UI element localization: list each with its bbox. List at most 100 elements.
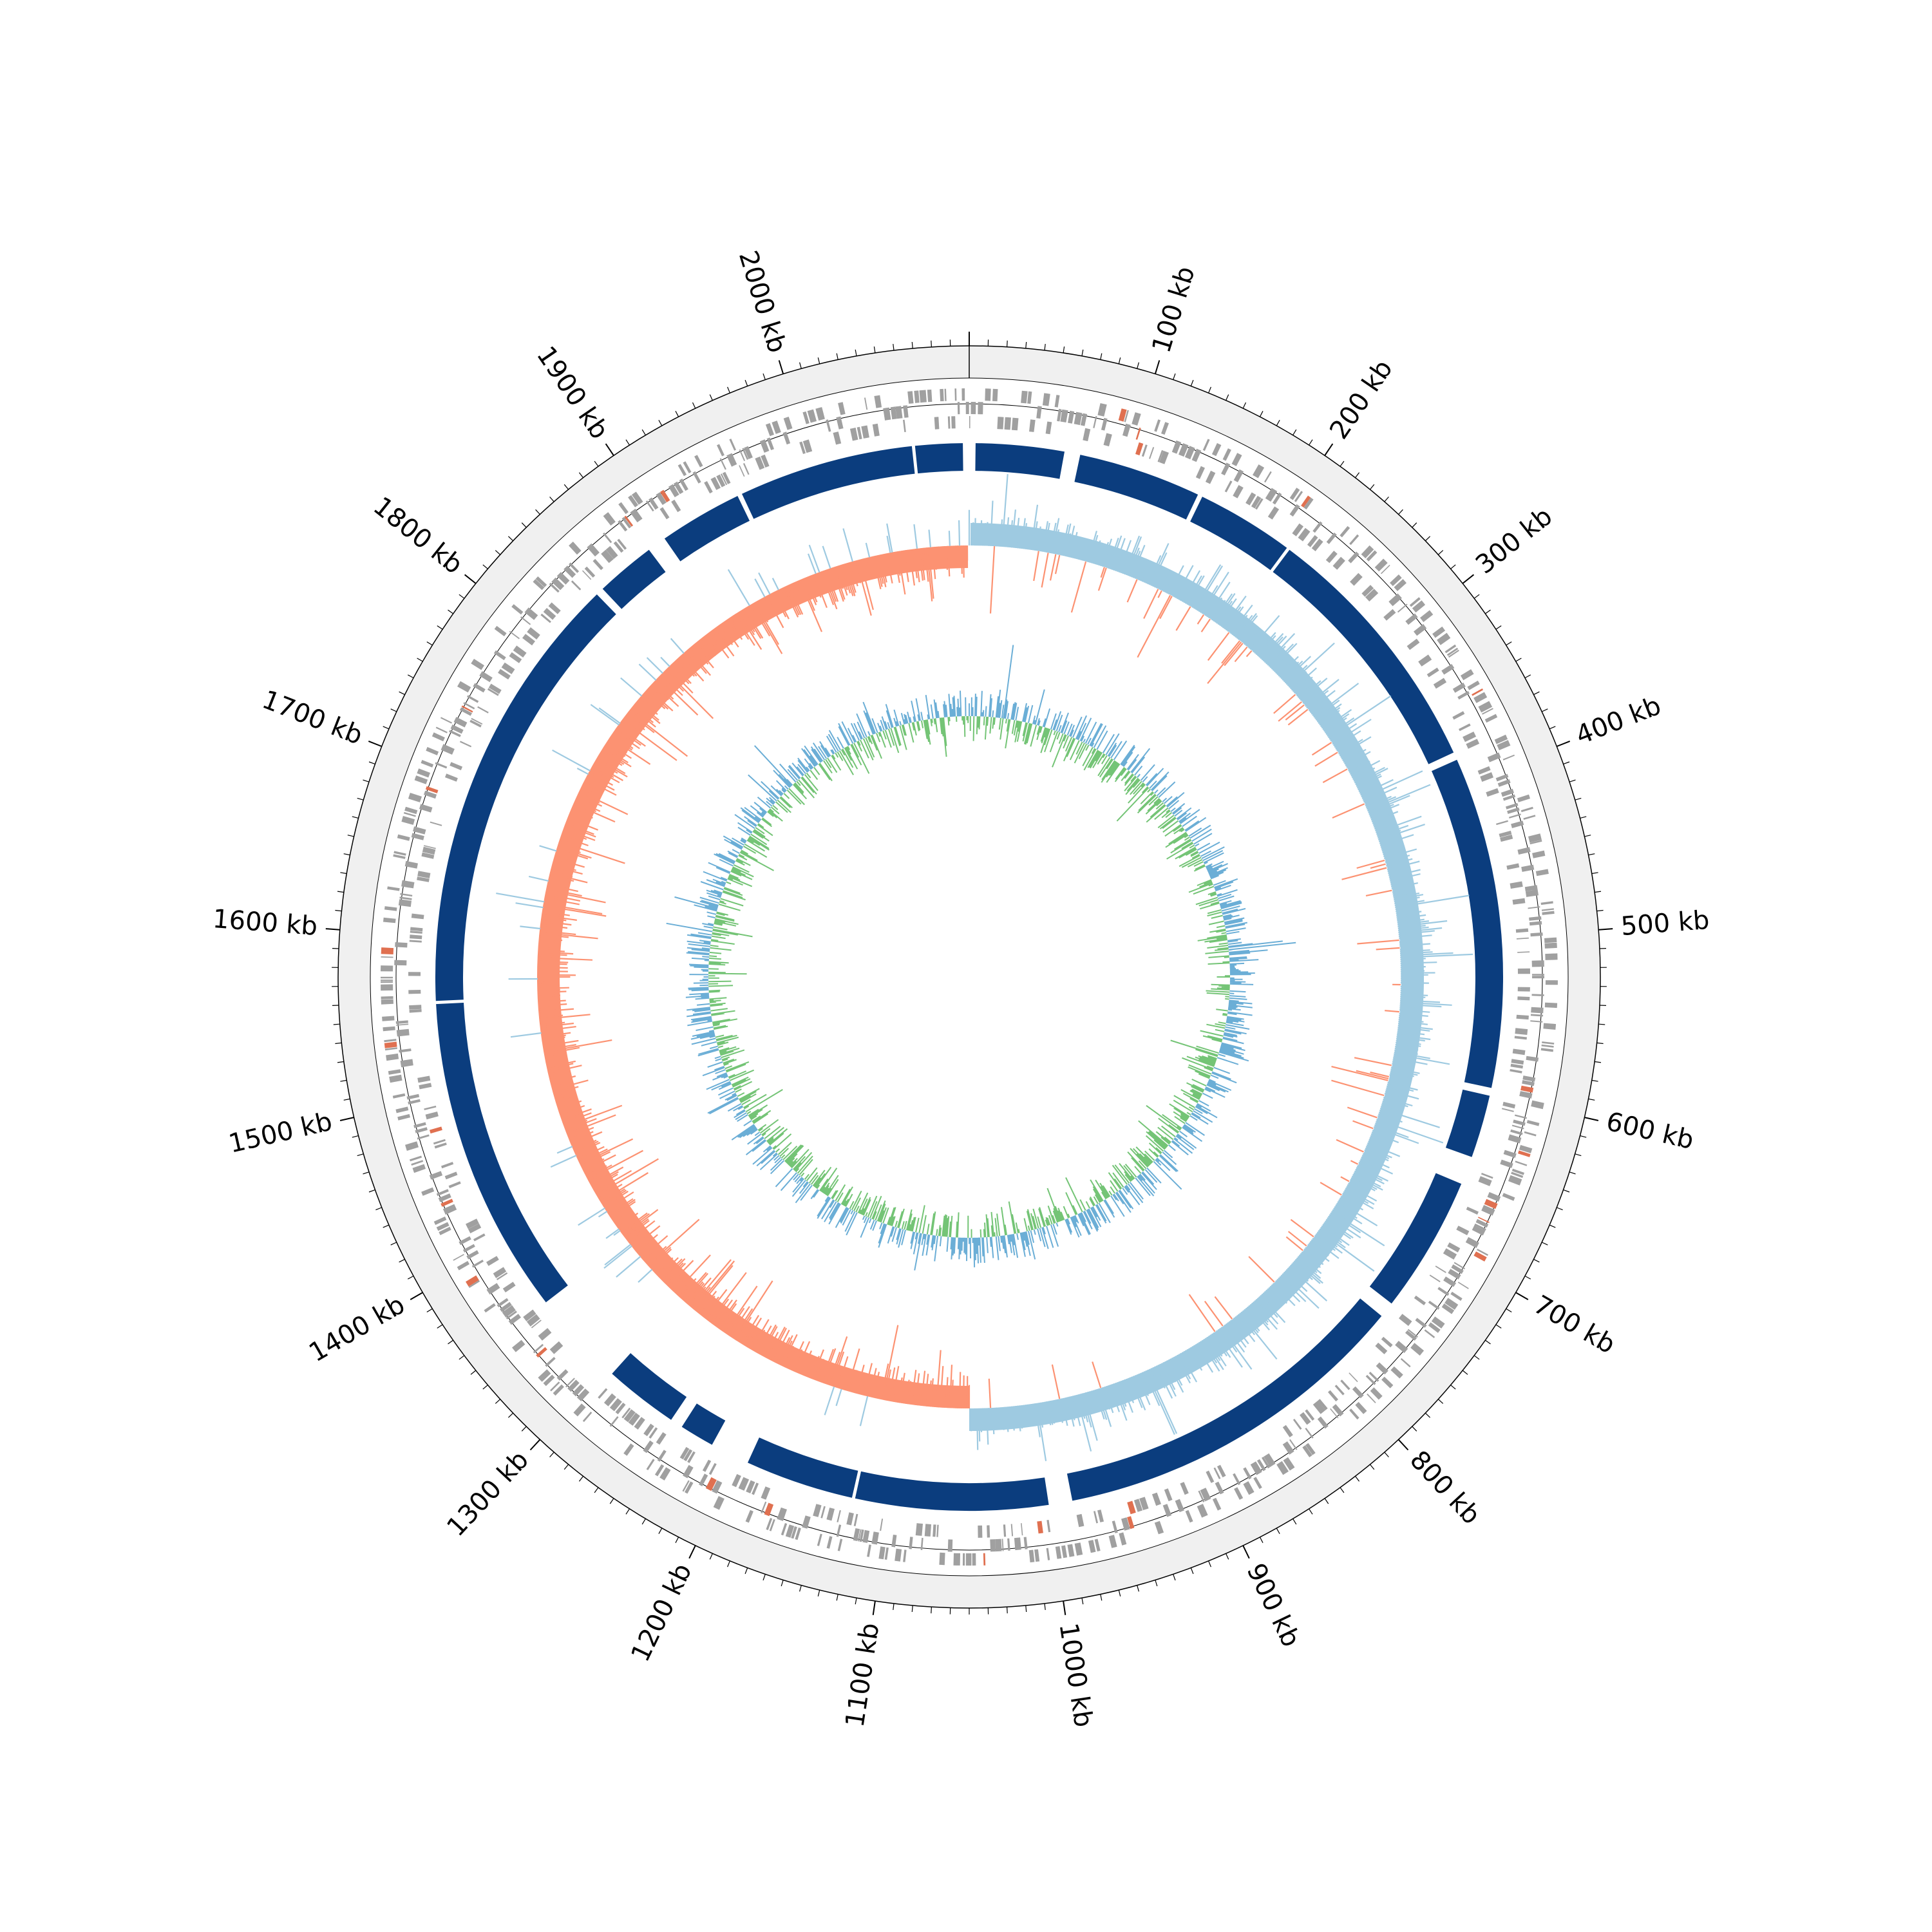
minor-tick — [1137, 362, 1139, 369]
tick-label: 2000 kb — [733, 247, 792, 356]
minor-tick — [1340, 460, 1345, 467]
minor-tick — [762, 373, 766, 380]
minor-tick — [1524, 1275, 1531, 1280]
minor-tick — [1100, 1594, 1103, 1601]
gc-skew-track — [496, 474, 1473, 1461]
minor-tick — [762, 1574, 766, 1581]
minor-tick — [1595, 891, 1602, 893]
minor-tick — [337, 891, 344, 893]
minor-tick — [1173, 373, 1176, 380]
minor-tick — [333, 1023, 340, 1025]
minor-tick — [399, 1258, 405, 1263]
minor-tick — [535, 509, 540, 515]
major-tick — [1598, 928, 1613, 931]
minor-tick — [1563, 761, 1570, 764]
minor-tick — [1450, 1385, 1456, 1390]
major-tick — [1154, 360, 1160, 374]
minor-tick — [578, 472, 583, 478]
minor-tick — [507, 1412, 514, 1418]
minor-tick — [340, 872, 347, 875]
minor-tick — [383, 726, 390, 730]
minor-tick — [1412, 1426, 1417, 1432]
minor-tick — [744, 1567, 748, 1575]
minor-tick — [1155, 1580, 1158, 1587]
minor-tick — [1595, 1061, 1602, 1063]
minor-tick — [893, 344, 895, 351]
minor-tick — [1259, 411, 1264, 417]
minor-tick — [448, 609, 453, 614]
region-block — [681, 1403, 726, 1445]
minor-tick — [594, 460, 599, 467]
minor-tick — [1425, 1412, 1431, 1418]
tick-label: 300 kb — [1470, 502, 1558, 580]
tick-label: 1900 kb — [531, 341, 614, 445]
major-tick — [872, 1600, 876, 1615]
minor-tick — [448, 1340, 453, 1345]
minor-tick — [817, 1589, 820, 1596]
minor-tick — [1309, 439, 1313, 446]
tick-label: 500 kb — [1620, 905, 1710, 942]
major-tick — [368, 740, 383, 747]
major-tick — [1584, 1117, 1599, 1121]
minor-tick — [1495, 625, 1502, 630]
minor-tick — [1340, 1487, 1345, 1493]
tick-label: 1800 kb — [368, 491, 468, 580]
minor-tick — [357, 1153, 364, 1157]
minor-tick — [470, 1370, 477, 1375]
minor-tick — [1563, 1189, 1570, 1193]
minor-tick — [1293, 1518, 1297, 1525]
minor-tick — [594, 1487, 599, 1493]
minor-tick — [521, 1426, 527, 1432]
minor-tick — [1293, 429, 1297, 436]
gc-skew-negative-band — [536, 545, 969, 1409]
minor-tick — [1276, 420, 1280, 426]
minor-tick — [368, 1189, 375, 1193]
minor-tick — [1541, 708, 1548, 712]
major-tick — [1063, 1600, 1066, 1615]
tick-label: 1400 kb — [304, 1290, 410, 1368]
tick-label: 900 kb — [1240, 1559, 1305, 1652]
minor-tick — [1473, 1355, 1480, 1360]
region-block — [1432, 759, 1504, 1088]
minor-tick — [836, 353, 838, 360]
minor-tick — [675, 411, 679, 417]
major-tick — [464, 574, 477, 584]
tick-label: 1300 kb — [441, 1445, 535, 1542]
region-block — [914, 443, 963, 474]
minor-tick — [1025, 341, 1027, 348]
minor-tick — [1495, 1324, 1502, 1329]
minor-tick — [1557, 1207, 1563, 1211]
minor-tick — [564, 484, 569, 490]
minor-tick — [495, 550, 501, 555]
minor-tick — [1369, 484, 1375, 490]
minor-tick — [1506, 1308, 1512, 1312]
minor-tick — [375, 1207, 382, 1211]
tick-label: 1100 kb — [840, 1621, 886, 1729]
minor-tick — [1226, 1553, 1229, 1560]
minor-tick — [855, 349, 857, 356]
minor-tick — [1485, 609, 1491, 614]
major-tick — [1242, 1545, 1250, 1559]
gc-skew-positive-band — [969, 523, 1425, 1432]
minor-tick — [1276, 1528, 1280, 1534]
minor-tick — [1575, 1153, 1582, 1157]
minor-tick — [1208, 1560, 1211, 1567]
region-block — [975, 443, 1065, 479]
minor-tick — [1025, 1605, 1027, 1613]
minor-tick — [357, 797, 364, 800]
minor-tick — [564, 1464, 569, 1470]
major-tick — [339, 1117, 354, 1121]
minor-tick — [1450, 564, 1456, 569]
minor-tick — [426, 1308, 433, 1312]
minor-tick — [817, 357, 820, 365]
minor-tick — [1598, 1023, 1605, 1025]
minor-tick — [1384, 1452, 1389, 1457]
region-block — [1445, 1089, 1490, 1157]
tick-label: 1200 kb — [625, 1559, 697, 1667]
minor-tick — [781, 1580, 784, 1587]
gc-skew-negative — [537, 545, 1401, 1409]
minor-tick — [1007, 1607, 1008, 1614]
minor-tick — [1190, 379, 1194, 386]
minor-tick — [363, 1171, 370, 1175]
